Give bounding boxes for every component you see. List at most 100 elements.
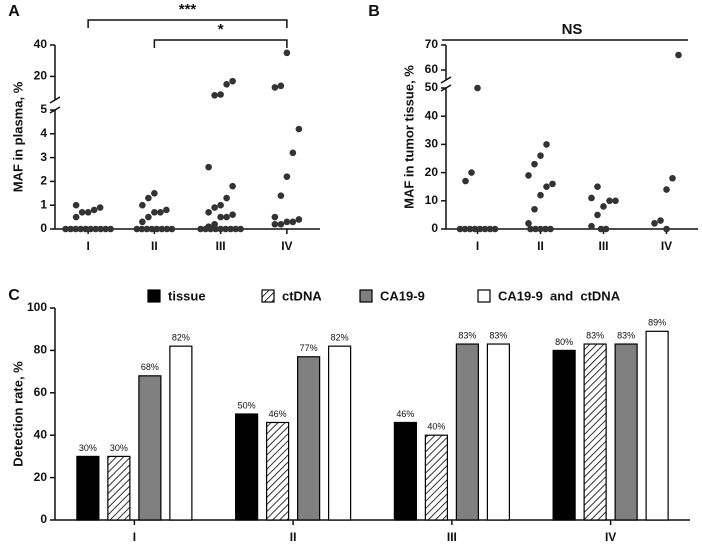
data-point bbox=[471, 225, 479, 233]
x-tick-label: I bbox=[86, 239, 89, 253]
y-axis-label: MAF in plasma, % bbox=[10, 81, 25, 192]
data-point bbox=[72, 213, 80, 221]
value-label: 50% bbox=[238, 400, 256, 410]
data-point bbox=[612, 197, 619, 205]
significance-label: *** bbox=[179, 1, 197, 18]
data-point bbox=[163, 225, 171, 233]
value-label: 82% bbox=[172, 333, 190, 343]
data-point bbox=[295, 216, 303, 223]
data-point bbox=[205, 223, 212, 230]
data-point bbox=[543, 183, 550, 190]
data-point bbox=[532, 225, 539, 233]
x-tick-label: II bbox=[290, 530, 297, 544]
data-point bbox=[606, 197, 613, 205]
data-point bbox=[222, 225, 229, 233]
data-point bbox=[542, 225, 549, 233]
data-point bbox=[96, 204, 104, 211]
data-point bbox=[588, 222, 595, 230]
y-tick-label: 2 bbox=[40, 174, 47, 188]
data-point bbox=[168, 225, 176, 233]
y-tick-label: 60 bbox=[34, 385, 48, 399]
data-point bbox=[462, 177, 469, 185]
x-tick-label: IV bbox=[661, 239, 672, 253]
data-point bbox=[537, 191, 544, 199]
x-tick-label: II bbox=[151, 239, 158, 253]
value-label: 68% bbox=[141, 362, 159, 372]
bar bbox=[297, 356, 321, 521]
data-point bbox=[549, 180, 556, 188]
value-label: 83% bbox=[586, 330, 604, 340]
data-point bbox=[675, 51, 682, 59]
legend-label: ctDNA bbox=[282, 288, 322, 303]
data-point bbox=[229, 182, 236, 190]
legend-swatch bbox=[477, 289, 491, 303]
panel-label: B bbox=[368, 3, 380, 20]
bar bbox=[614, 343, 638, 521]
data-point bbox=[651, 220, 658, 227]
data-point bbox=[602, 225, 610, 233]
data-point bbox=[468, 169, 475, 176]
data-point bbox=[139, 201, 146, 209]
data-point bbox=[139, 218, 146, 226]
data-point bbox=[143, 225, 151, 233]
x-tick-label: III bbox=[216, 239, 226, 253]
bar bbox=[393, 421, 417, 521]
data-point bbox=[133, 225, 141, 233]
data-point bbox=[197, 225, 204, 233]
y-tick-label: 40 bbox=[425, 108, 439, 122]
bar bbox=[76, 455, 100, 521]
data-point bbox=[145, 213, 152, 221]
value-label: 82% bbox=[331, 333, 349, 343]
x-tick-label: IV bbox=[281, 239, 292, 253]
data-point bbox=[138, 225, 146, 233]
data-point bbox=[461, 225, 469, 233]
y-tick-label: 30 bbox=[425, 137, 439, 151]
data-point bbox=[600, 203, 607, 210]
y-tick-label: 40 bbox=[34, 427, 48, 441]
data-point bbox=[295, 125, 303, 133]
data-point bbox=[283, 173, 291, 180]
data-point bbox=[486, 225, 494, 233]
data-point bbox=[87, 225, 94, 233]
axis-break bbox=[49, 96, 61, 104]
data-point bbox=[157, 209, 164, 216]
data-point bbox=[277, 220, 285, 228]
legend-swatch bbox=[147, 289, 161, 303]
data-point bbox=[84, 209, 92, 216]
data-point bbox=[531, 205, 538, 213]
data-point bbox=[283, 218, 291, 226]
data-point bbox=[148, 225, 156, 233]
data-point bbox=[229, 211, 236, 219]
data-point bbox=[145, 194, 152, 202]
bar bbox=[583, 343, 607, 521]
data-point bbox=[217, 201, 224, 209]
value-label: 83% bbox=[617, 330, 635, 340]
value-label: 30% bbox=[79, 443, 97, 453]
y-axis-label: Detection rate, % bbox=[10, 361, 25, 467]
data-point bbox=[211, 220, 218, 228]
data-point bbox=[663, 225, 670, 233]
legend-label: CA19-9 and ctDNA bbox=[498, 288, 621, 303]
bar bbox=[107, 455, 131, 521]
bar bbox=[328, 345, 352, 521]
x-tick-label: IV bbox=[605, 530, 616, 544]
value-label: 83% bbox=[458, 330, 476, 340]
panel-label: A bbox=[8, 3, 20, 20]
data-point bbox=[543, 141, 550, 148]
bar bbox=[455, 343, 479, 521]
data-point bbox=[232, 225, 239, 233]
legend-swatch bbox=[261, 289, 275, 303]
bar bbox=[424, 434, 448, 521]
legend-swatch bbox=[359, 289, 373, 303]
data-point bbox=[283, 49, 291, 57]
data-point bbox=[537, 225, 544, 233]
data-point bbox=[594, 211, 601, 219]
data-point bbox=[547, 225, 554, 233]
data-point bbox=[537, 152, 544, 159]
data-point bbox=[90, 206, 98, 214]
data-point bbox=[72, 225, 79, 233]
data-point bbox=[151, 190, 158, 197]
value-label: 40% bbox=[427, 422, 445, 432]
data-point bbox=[476, 225, 484, 233]
data-point bbox=[97, 225, 104, 233]
